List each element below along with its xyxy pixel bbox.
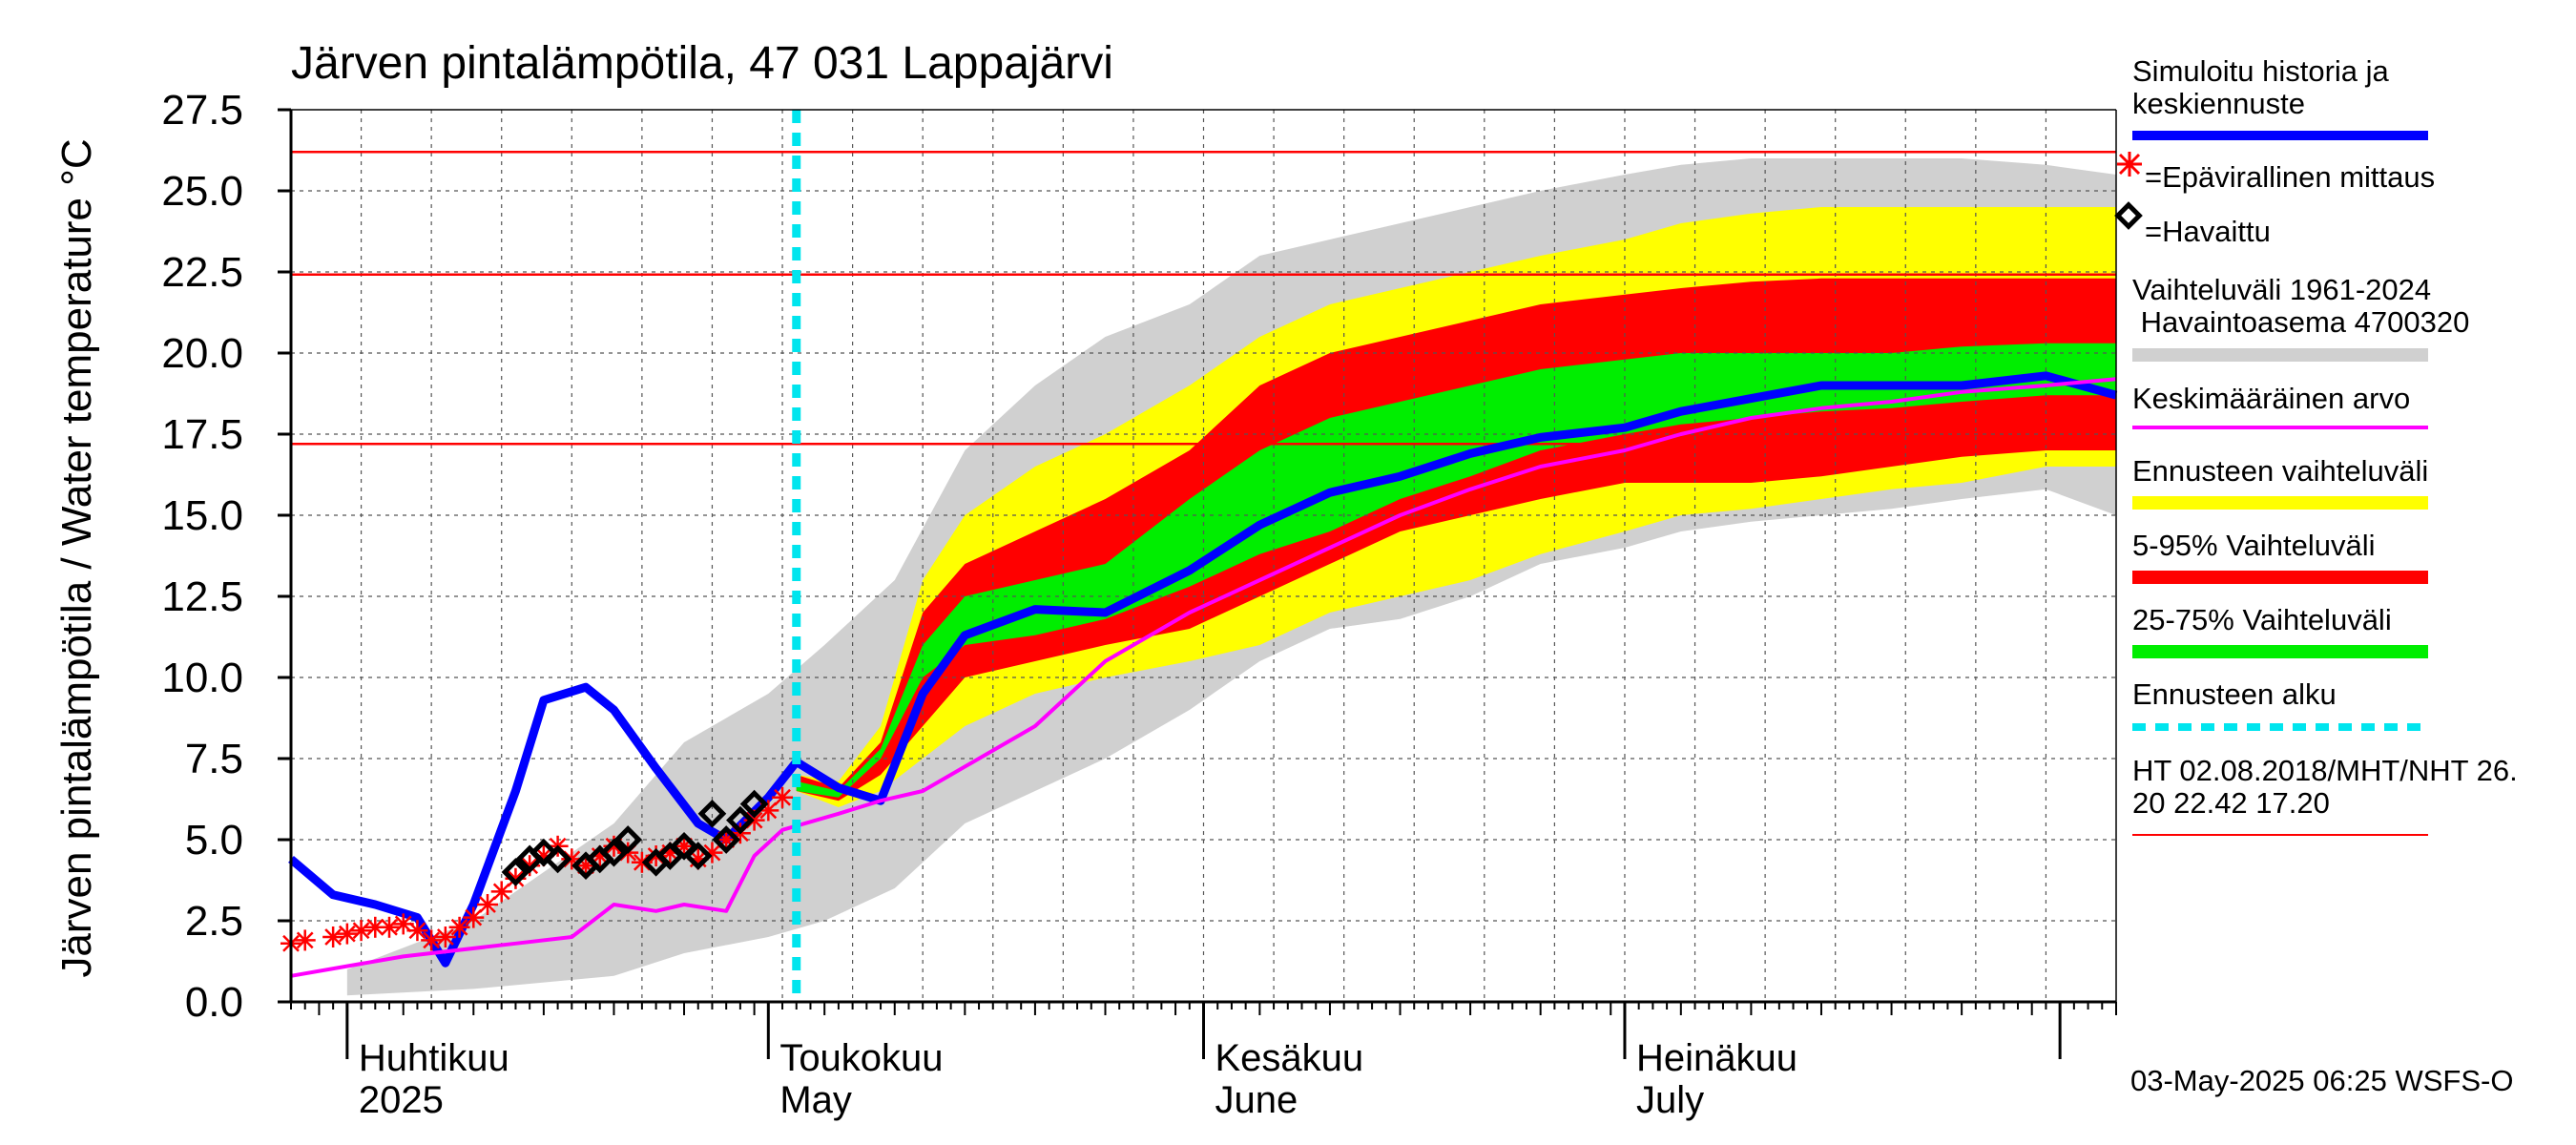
legend-range-label: Vaihteluväli 1961-2024 (2132, 273, 2431, 306)
mean-value-line (290, 377, 2117, 978)
unofficial-measurement-point (421, 929, 443, 951)
series-markers (280, 786, 794, 954)
observed-point (726, 805, 755, 835)
unofficial-measurement-point (477, 894, 499, 915)
unofficial-measurement-point (294, 929, 316, 951)
unofficial-measurement-point (434, 926, 456, 947)
y-tick-label: 2.5 (185, 898, 243, 945)
legend-unofficial-marker (2117, 152, 2142, 177)
y-tick-label: 0.0 (185, 979, 243, 1026)
y-tick-label: 7.5 (185, 736, 243, 782)
y-tick-label: 25.0 (161, 168, 243, 215)
chart-title: Järven pintalämpötila, 47 031 Lappajärvi (291, 38, 1113, 89)
y-tick-label: 12.5 (161, 573, 243, 620)
y-tick-label: 22.5 (161, 249, 243, 296)
x-month-label-fi: Kesäkuu (1215, 1037, 1364, 1079)
y-tick-label: 15.0 (161, 492, 243, 539)
x-month-label-en: June (1215, 1079, 1298, 1121)
simulated-forecast-line (288, 371, 2118, 968)
x-month-label-fi: Huhtikuu (359, 1037, 509, 1079)
unofficial-measurement-point (322, 926, 344, 947)
y-tick-label: 10.0 (161, 655, 243, 701)
unofficial-measurement-point (448, 916, 470, 938)
unofficial-measurement-point (772, 786, 794, 808)
y-tick-labels: 0.0 2.5 5.0 7.5 10.0 12.5 15.0 17.5 20.0 22.5 25.0… (161, 87, 291, 1026)
y-tick-label: 17.5 (161, 411, 243, 458)
legend-ht-label: HT 02.08.2018/MHT/NHT 26. (2132, 754, 2518, 787)
legend-p595-label: 5-95% Vaihteluväli (2132, 529, 2375, 562)
legend-observed-label: =Havaittu (2145, 215, 2271, 248)
legend-sim-label-2: keskiennuste (2132, 87, 2305, 120)
observed-point (599, 838, 629, 867)
legend-ht-label-2: 20 22.42 17.20 (2132, 786, 2330, 820)
y-tick-label: 20.0 (161, 330, 243, 377)
x-month-label-fi: Toukokuu (779, 1037, 943, 1079)
observed-point (613, 825, 643, 854)
y-tick-label: 27.5 (161, 87, 243, 134)
x-month-label-fi: Heinäkuu (1636, 1037, 1797, 1079)
observed-point (683, 842, 713, 870)
observed-point (501, 858, 530, 886)
unofficial-measurement-point (406, 920, 428, 942)
legend-unofficial-label: =Epävirallinen mittaus (2145, 160, 2435, 194)
x-month-label-en: May (779, 1079, 852, 1121)
observed-point (739, 789, 769, 819)
legend-sim-label: Simuloitu historia ja (2132, 54, 2390, 88)
y-axis-label: Järven pintalämpötila / Water temperatur… (53, 138, 100, 977)
observed-point (543, 844, 572, 874)
timestamp: 03-May-2025 06:25 WSFS-O (2130, 1064, 2513, 1097)
legend: Simuloitu historia ja keskiennuste =Epäv… (2114, 54, 2518, 836)
x-month-label-en: July (1636, 1079, 1704, 1121)
unofficial-measurement-point (463, 906, 485, 928)
observed-point (697, 799, 727, 828)
legend-mean-label: Keskimääräinen arvo (2132, 382, 2410, 415)
axes (289, 109, 2117, 1059)
series-lines (288, 110, 2118, 1002)
legend-forecast-range-label: Ennusteen vaihteluväli (2132, 454, 2428, 488)
legend-forecast-start-label: Ennusteen alku (2132, 677, 2337, 711)
reference-lines (291, 150, 2116, 446)
y-tick-label: 5.0 (185, 817, 243, 864)
legend-p2575-label: 25-75% Vaihteluväli (2132, 603, 2392, 636)
x-month-label-en: 2025 (359, 1079, 444, 1121)
legend-observed-marker (2114, 201, 2143, 230)
legend-range-label-2: Havaintoasema 4700320 (2132, 305, 2469, 339)
unofficial-measurement-point (490, 881, 512, 903)
unofficial-measurement-point (350, 920, 372, 942)
grid-lines (291, 110, 2116, 1002)
observed-point (712, 825, 741, 854)
unofficial-measurement-point (336, 923, 358, 945)
unofficial-measurement-point (379, 916, 401, 938)
